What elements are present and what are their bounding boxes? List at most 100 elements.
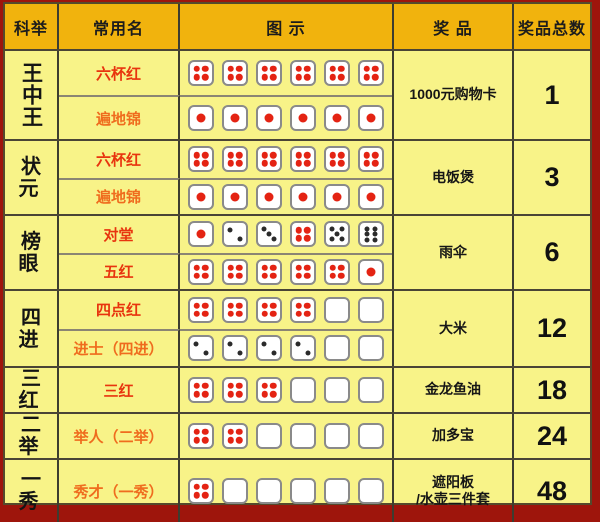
prize-label: 1000元购物卡 <box>392 51 512 139</box>
die-4-red <box>188 258 214 285</box>
prize-label: 大米 <box>392 291 512 366</box>
prize-label: 电饭煲 <box>392 141 512 214</box>
die-4-red <box>256 296 282 323</box>
prize-label: 遮阳板 /水壶三件套 <box>392 460 512 522</box>
die-4-red <box>290 258 316 285</box>
combo-name: 举人（二举） <box>59 414 180 458</box>
combo-name: 进士（四进） <box>59 328 180 366</box>
die-4-red <box>188 60 214 86</box>
prize-count: 6 <box>512 216 590 289</box>
die-4-red <box>290 221 316 248</box>
die-4-red <box>358 60 384 86</box>
die-4-red <box>256 146 282 173</box>
prize-table: 科举 常用名 图 示 奖 品 奖品总数 王中王 六杯红 遍地锦 1000元购物卡… <box>3 2 592 522</box>
die-4-red <box>256 60 282 86</box>
combo-name: 遍地锦 <box>59 177 180 214</box>
die-blank <box>290 478 316 504</box>
header-cell-diagram: 图 示 <box>266 20 306 38</box>
header-cell-prize: 奖 品 <box>392 4 512 49</box>
combo-name: 六杯红 <box>59 51 180 95</box>
die-1-red <box>358 183 384 210</box>
die-1-red <box>256 105 282 131</box>
combo-name: 五红 <box>59 252 180 289</box>
prize-label: 金龙鱼油 <box>392 368 512 412</box>
die-2-black <box>188 335 214 362</box>
combo-name: 秀才（一秀） <box>59 460 180 522</box>
die-4-red <box>324 146 350 173</box>
die-2-black <box>222 221 248 248</box>
prize-count: 3 <box>512 141 590 214</box>
die-4-red <box>188 423 214 449</box>
rank-label: 三红 <box>5 368 59 412</box>
die-4-red <box>324 60 350 86</box>
table-row-group-zhuangyuan: 状元 六杯红 遍地锦 电饭煲 3 <box>5 139 590 214</box>
dice-row <box>180 328 392 367</box>
die-blank <box>358 335 384 362</box>
table-header: 科举 常用名 图 示 奖 品 奖品总数 <box>5 4 590 51</box>
die-blank <box>256 423 282 449</box>
table-row-group-bangyan: 榜眼 对堂 五红 雨伞 6 <box>5 214 590 289</box>
die-1-red <box>256 183 282 210</box>
combo-name: 遍地锦 <box>59 95 180 139</box>
die-blank <box>324 296 350 323</box>
combo-name: 六杯红 <box>59 141 180 178</box>
dice-row <box>180 141 392 178</box>
die-4-red <box>222 423 248 449</box>
combo-name: 对堂 <box>59 216 180 253</box>
dice-row <box>180 291 392 329</box>
dice-row <box>180 177 392 215</box>
dice-row <box>180 252 392 290</box>
prize-label: 加多宝 <box>392 414 512 458</box>
table-row-group-sanhong: 三红 三红 金龙鱼油 18 <box>5 366 590 412</box>
prize-count: 12 <box>512 291 590 366</box>
die-2-black <box>256 335 282 362</box>
die-4-red <box>222 258 248 285</box>
rank-label: 状元 <box>5 141 59 214</box>
die-1-red <box>188 221 214 248</box>
die-4-red <box>188 478 214 504</box>
die-4-red <box>290 60 316 86</box>
combo-name: 四点红 <box>59 291 180 329</box>
prize-label: 雨伞 <box>392 216 512 289</box>
table-row-group-erju: 二举 举人（二举） 加多宝 24 <box>5 412 590 458</box>
die-4-red <box>222 296 248 323</box>
die-1-red <box>358 258 384 285</box>
die-blank <box>222 478 248 504</box>
die-2-black <box>222 335 248 362</box>
die-blank <box>358 423 384 449</box>
dice-row <box>180 368 392 412</box>
rank-label: 二举 <box>5 414 59 458</box>
dice-row <box>180 95 392 139</box>
die-1-red <box>290 105 316 131</box>
die-blank <box>290 423 316 449</box>
die-4-red <box>324 258 350 285</box>
die-blank <box>256 478 282 504</box>
rank-label: 四进 <box>5 291 59 366</box>
die-4-red <box>222 146 248 173</box>
table-row-group-sijin: 四进 四点红 进士（四进） 大米 12 <box>5 289 590 366</box>
die-blank <box>358 478 384 504</box>
die-1-red <box>290 183 316 210</box>
prize-count: 18 <box>512 368 590 412</box>
header-cell-rank: 科举 <box>5 4 59 49</box>
die-blank <box>324 423 350 449</box>
die-1-red <box>222 105 248 131</box>
prize-count: 48 <box>512 460 590 522</box>
die-4-red <box>222 377 248 403</box>
die-1-red <box>188 183 214 210</box>
die-4-red <box>188 146 214 173</box>
rank-label: 一秀 <box>5 460 59 522</box>
prize-count: 24 <box>512 414 590 458</box>
rank-label: 榜眼 <box>5 216 59 289</box>
die-blank <box>324 335 350 362</box>
die-6-black <box>358 221 384 248</box>
die-4-red <box>358 146 384 173</box>
rank-label: 王中王 <box>5 51 59 139</box>
die-blank <box>290 377 316 403</box>
die-blank <box>324 478 350 504</box>
die-blank <box>324 377 350 403</box>
die-1-red <box>188 105 214 131</box>
table-row-group-yixiu: 一秀 秀才（一秀） 遮阳板 /水壶三件套 48 <box>5 458 590 522</box>
die-1-red <box>324 105 350 131</box>
die-4-red <box>256 377 282 403</box>
